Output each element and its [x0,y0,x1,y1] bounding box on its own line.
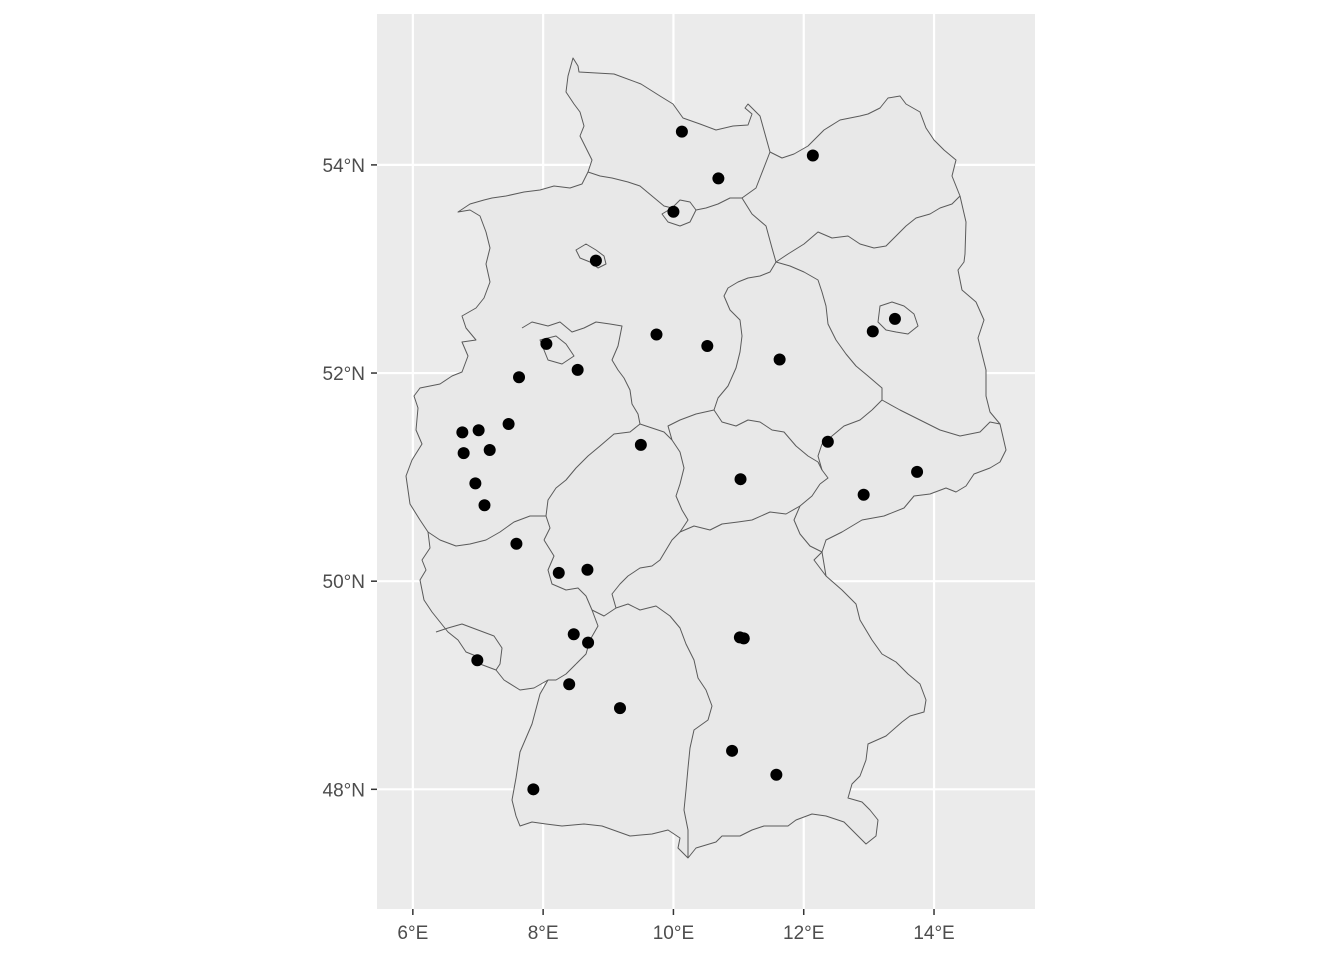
city-point [634,438,647,451]
city-point [469,477,482,490]
city-point [457,447,470,460]
city-point [667,205,680,218]
city-point [866,325,879,338]
germany-outline [405,57,1007,859]
city-point [513,371,526,384]
city-point [471,654,484,667]
city-point [701,339,714,352]
city-point [582,636,595,649]
city-point [510,537,523,550]
city-point [456,426,469,439]
city-point [552,566,565,579]
city-point [472,424,485,437]
city-points [456,125,924,796]
city-point [821,435,834,448]
city-point [737,632,750,645]
x-tick-label: 8°E [528,923,559,944]
y-axis: 48°N 50°N 52°N 54°N [323,156,377,801]
x-tick-label: 6°E [397,923,428,944]
city-point [567,628,580,641]
city-point [888,312,901,325]
city-point [806,149,819,162]
city-point [589,254,602,267]
city-point [527,783,540,796]
city-point [675,125,688,138]
city-point [581,563,594,576]
x-axis: 6°E 8°E 10°E 12°E 14°E [397,909,955,944]
city-point [911,465,924,478]
city-point [540,337,553,350]
city-point [502,418,515,431]
city-point [726,744,739,757]
y-tick-label: 54°N [323,156,365,177]
city-point [773,353,786,366]
city-point [650,328,663,341]
city-point [614,702,627,715]
germany-map [405,57,1007,859]
x-tick-label: 10°E [653,923,694,944]
x-tick-label: 14°E [913,923,954,944]
city-point [712,172,725,185]
x-tick-label: 12°E [783,923,824,944]
y-tick-label: 48°N [323,780,365,801]
city-point [483,444,496,457]
y-tick-label: 52°N [323,364,365,385]
city-point [734,473,747,486]
y-tick-label: 50°N [323,572,365,593]
city-point [478,499,491,512]
city-point [857,488,870,501]
city-point [770,768,783,781]
city-point [563,678,576,691]
city-point [571,363,584,376]
state-borders [427,151,1001,858]
